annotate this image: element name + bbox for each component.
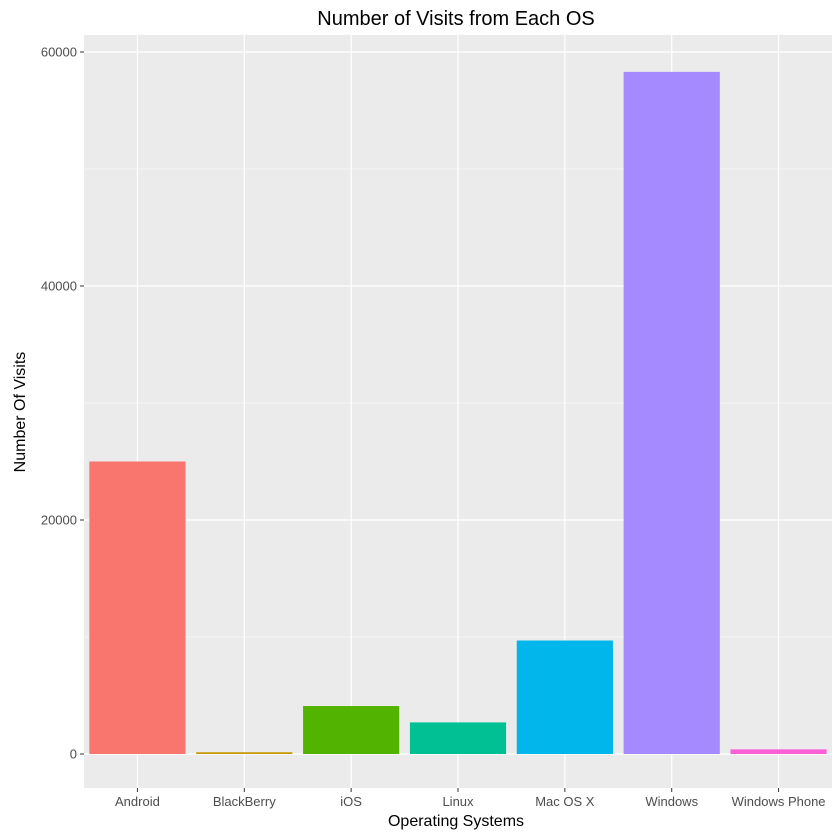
- bars: [89, 71, 827, 754]
- x-tick-label: Mac OS X: [535, 794, 595, 809]
- y-axis: 0 20000 40000 60000: [41, 45, 84, 762]
- bar-windows: [623, 71, 720, 754]
- x-tick-label: iOS: [340, 794, 362, 809]
- y-tick-label: 60000: [41, 45, 77, 60]
- x-axis: Android BlackBerry iOS Linux Mac OS X Windows…: [115, 788, 826, 809]
- bar-linux: [409, 722, 507, 754]
- bar-windows-phone: [730, 749, 827, 754]
- y-tick-label: 20000: [41, 513, 77, 528]
- x-axis-title: Operating Systems: [388, 813, 524, 830]
- x-tick-label: BlackBerry: [213, 794, 276, 809]
- x-tick-label: Windows Phone: [732, 794, 826, 809]
- bar-blackberry: [196, 752, 293, 754]
- plot-panel: [84, 35, 832, 788]
- chart-title: Number of Visits from Each OS: [317, 8, 595, 30]
- x-tick-label: Windows: [645, 794, 698, 809]
- bar-android: [89, 461, 186, 754]
- y-tick-label: 40000: [41, 279, 77, 294]
- bar-ios: [303, 706, 400, 754]
- y-axis-title: Number Of Visits: [12, 352, 29, 473]
- bar-mac-os-x: [516, 640, 613, 754]
- x-tick-label: Linux: [442, 794, 474, 809]
- y-tick-label: 0: [70, 747, 77, 762]
- x-tick-label: Android: [115, 794, 160, 809]
